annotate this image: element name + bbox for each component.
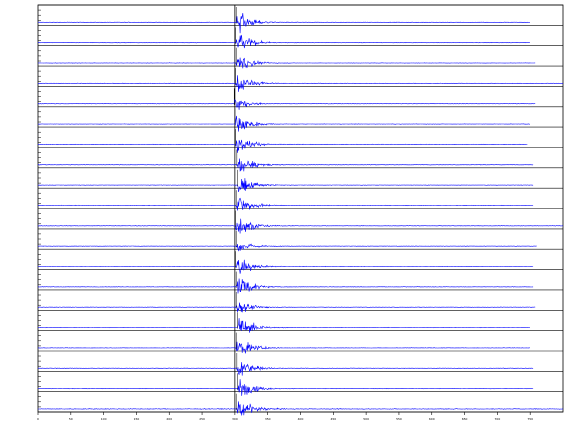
x-tick-label: 200	[166, 417, 172, 421]
trace-18	[37, 362, 534, 376]
trace-11	[37, 218, 563, 234]
x-tick-label: 300	[232, 417, 238, 421]
trace-17	[38, 341, 530, 354]
x-tick-label: 250	[199, 417, 205, 421]
trace-7	[37, 139, 528, 153]
x-tick-label: 0	[37, 417, 39, 421]
x-tick-label: 650	[462, 417, 468, 421]
trace-9	[37, 178, 534, 193]
trace-16	[37, 318, 531, 333]
trace-6	[37, 115, 530, 132]
trace-5	[37, 99, 536, 110]
x-tick-label: 600	[429, 417, 435, 421]
x-tick-label: 750	[527, 417, 533, 421]
trace-15	[38, 302, 536, 313]
trace-1	[38, 12, 530, 34]
trace-12	[37, 243, 537, 252]
trace-10	[37, 197, 534, 211]
x-tick-label: 350	[265, 417, 271, 421]
trace-2	[37, 34, 530, 49]
x-tick-label: 700	[495, 417, 501, 421]
x-tick-label: 500	[363, 417, 369, 421]
trace-8	[37, 158, 534, 172]
x-tick-label: 450	[330, 417, 336, 421]
trace-20	[37, 401, 564, 416]
x-tick-label: 100	[101, 417, 107, 421]
trace-3	[37, 57, 536, 69]
x-tick-label: 150	[134, 417, 140, 421]
trace-19	[38, 379, 534, 396]
x-tick-label: 50	[69, 417, 73, 421]
trace-14	[38, 278, 534, 294]
x-tick-label: 550	[396, 417, 402, 421]
x-tick-label: 400	[298, 417, 304, 421]
trace-4	[37, 75, 564, 92]
trace-13	[37, 259, 534, 274]
